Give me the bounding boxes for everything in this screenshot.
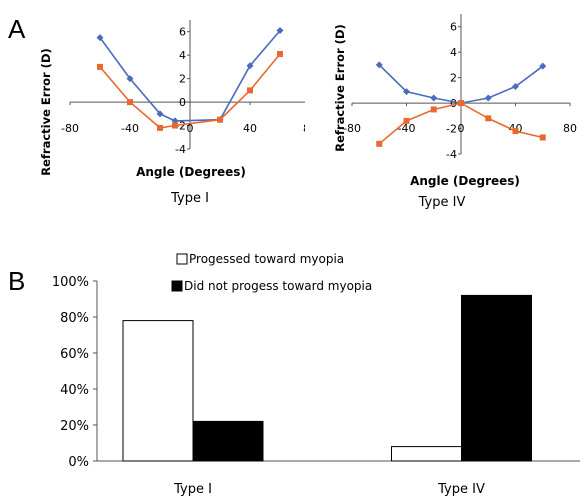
y-tick-label: 6 xyxy=(450,21,457,34)
series-2-point xyxy=(127,99,133,106)
series-2-point xyxy=(512,128,519,135)
series-1-point xyxy=(484,94,492,102)
legend-swatch-not-progressed xyxy=(171,280,183,292)
y-tick-label: 60% xyxy=(60,347,89,362)
x-tick-label: 0 xyxy=(187,122,194,135)
x-tick-label: -40 xyxy=(398,122,416,135)
y-tick-label: 40% xyxy=(60,383,89,398)
series-2-point xyxy=(430,106,437,113)
y-tick-label: 6 xyxy=(179,26,186,39)
x-tick-label: -80 xyxy=(343,122,361,135)
bar-progressed xyxy=(391,446,462,462)
series-2-point xyxy=(247,87,253,94)
series-2-point xyxy=(376,140,383,147)
y-tick-label: 80% xyxy=(60,311,89,326)
series-2-point xyxy=(217,116,223,123)
y-tick-label: 4 xyxy=(450,46,457,59)
y-tick-label: -2 xyxy=(175,120,186,133)
series-1-point xyxy=(246,62,254,70)
type-iv-line-chart: Refractive Error (D) Angle (Degrees) -4 -… xyxy=(333,14,577,188)
x-tick-label: 80 xyxy=(303,122,305,135)
x-category-label: Type IV xyxy=(437,482,485,497)
y-tick-label: 2 xyxy=(179,73,186,86)
series-1-point xyxy=(403,88,410,96)
series-2-point xyxy=(97,63,103,70)
legend-label-not-progressed: Did not progess toward myopia xyxy=(184,279,372,293)
series-1-point xyxy=(126,75,134,83)
bar-not-progressed xyxy=(461,294,532,462)
series-1-point xyxy=(539,62,547,70)
chart-caption-type-iv: Type IV xyxy=(418,195,466,210)
y-tick-label: 0 xyxy=(179,96,186,109)
type-i-line-chart: Refractive Error (D) Angle (Degrees) -4 -… xyxy=(39,20,305,179)
xlabel: Angle (Degrees) xyxy=(410,174,520,188)
ylabel: Refractive Error (D) xyxy=(39,48,53,175)
progression-bar-chart: Progessed toward myopia Did not progess … xyxy=(52,252,580,497)
x-tick-label: -40 xyxy=(121,122,139,135)
y-tick-label: 100% xyxy=(52,275,89,290)
y-tick-label: 4 xyxy=(179,49,186,62)
series-2-point xyxy=(277,51,283,58)
x-tick-label: 40 xyxy=(243,122,257,135)
x-tick-label: -80 xyxy=(61,122,79,135)
series-1-point xyxy=(276,27,284,35)
panel-letter-a: A xyxy=(8,14,26,44)
series-2-point xyxy=(485,115,492,122)
series-2-point xyxy=(157,124,163,131)
ylabel: Refractive Error (D) xyxy=(333,24,347,151)
y-tick-label: 2 xyxy=(450,72,457,85)
x-tick-label: 0 xyxy=(458,122,465,135)
series-2-point xyxy=(539,134,546,141)
series-1-point xyxy=(375,61,383,69)
bar-not-progressed xyxy=(192,420,264,462)
series-2-point xyxy=(172,122,178,129)
legend-label-progressed: Progessed toward myopia xyxy=(189,252,344,266)
x-tick-label: 80 xyxy=(563,122,577,135)
chart-caption-type-i: Type I xyxy=(171,191,209,206)
y-tick-label: -4 xyxy=(446,148,457,161)
y-tick-label: -4 xyxy=(175,143,186,156)
series-1-point xyxy=(96,34,104,42)
y-tick-label: -2 xyxy=(446,123,457,136)
xlabel: Angle (Degrees) xyxy=(136,165,246,179)
series-1-point xyxy=(156,110,164,118)
series-1-point xyxy=(512,83,519,91)
y-tick-label: 20% xyxy=(60,419,89,434)
legend-swatch-progressed xyxy=(176,253,188,265)
y-tick-label: 0 xyxy=(450,97,457,110)
series-2-point xyxy=(403,117,410,124)
x-category-label: Type I xyxy=(173,482,212,497)
y-tick-label: 0% xyxy=(68,455,89,470)
series-2-point xyxy=(458,100,464,107)
bar-progressed xyxy=(122,320,194,462)
series-1-point xyxy=(430,94,438,102)
panel-letter-b: B xyxy=(8,266,26,296)
